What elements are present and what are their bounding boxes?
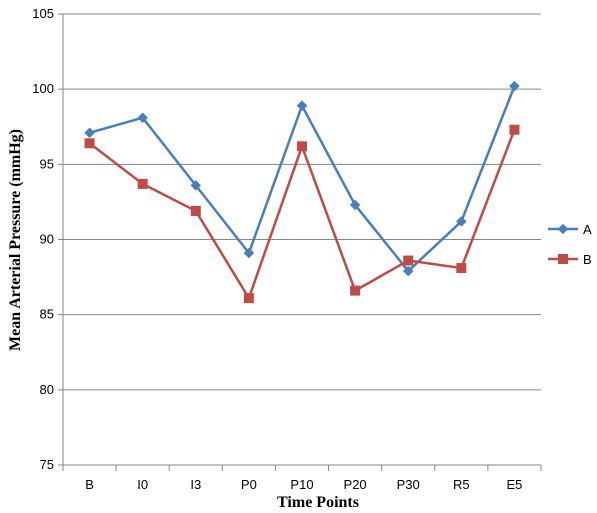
y-tick-labels: 75 80 85 90 95 100 105 xyxy=(32,6,54,472)
x-tick-label: I3 xyxy=(190,477,201,492)
x-tick-label: R5 xyxy=(453,477,470,492)
data-point xyxy=(350,285,361,296)
legend-item-a: A xyxy=(548,222,592,237)
legend-label: B xyxy=(583,252,592,267)
x-tick-label: P20 xyxy=(344,477,367,492)
data-point xyxy=(456,263,467,274)
data-point xyxy=(297,141,307,152)
data-point xyxy=(190,180,202,191)
series-b xyxy=(84,124,520,304)
data-point xyxy=(402,265,414,277)
y-tick-label: 105 xyxy=(32,6,54,21)
legend-item-b: B xyxy=(548,252,592,267)
y-tick-label: 85 xyxy=(40,307,54,322)
grid-lines xyxy=(63,13,541,391)
x-tick-label: P10 xyxy=(290,477,313,492)
y-tick-label: 90 xyxy=(40,232,54,247)
data-point xyxy=(455,216,467,227)
data-point xyxy=(137,112,149,124)
data-point xyxy=(509,80,520,92)
y-axis-title: Mean Arterial Pressure (mmHg) xyxy=(7,129,24,351)
legend-label: A xyxy=(583,222,592,237)
x-tick-label: B xyxy=(85,477,94,492)
series-line xyxy=(89,85,516,273)
axes xyxy=(58,13,542,471)
data-point xyxy=(509,124,520,135)
legend-marker xyxy=(558,254,568,264)
data-point xyxy=(84,138,95,149)
data-point xyxy=(190,205,201,216)
data-point xyxy=(137,178,148,189)
series-lines xyxy=(84,80,520,304)
legend: AB xyxy=(548,222,592,267)
x-axis-title: Time Points xyxy=(277,494,359,511)
x-tick-label: E5 xyxy=(506,477,522,492)
data-point xyxy=(84,127,95,139)
x-tick-label: P0 xyxy=(241,477,257,492)
x-tick-labels: B I0 I3 P0 P10 P20 P30 R5 E5 xyxy=(85,477,522,492)
data-point xyxy=(349,199,361,211)
x-tick-label: P30 xyxy=(397,477,420,492)
series-a xyxy=(84,80,520,277)
data-point xyxy=(243,247,255,259)
y-tick-label: 80 xyxy=(40,382,54,397)
series-line xyxy=(88,129,516,300)
y-tick-label: 100 xyxy=(32,81,54,96)
data-point xyxy=(296,100,308,112)
y-tick-label: 75 xyxy=(40,457,54,472)
data-point xyxy=(403,255,414,266)
legend-marker xyxy=(557,223,569,235)
data-point xyxy=(243,293,254,304)
y-tick-label: 95 xyxy=(40,156,54,171)
x-tick-label: I0 xyxy=(137,477,148,492)
